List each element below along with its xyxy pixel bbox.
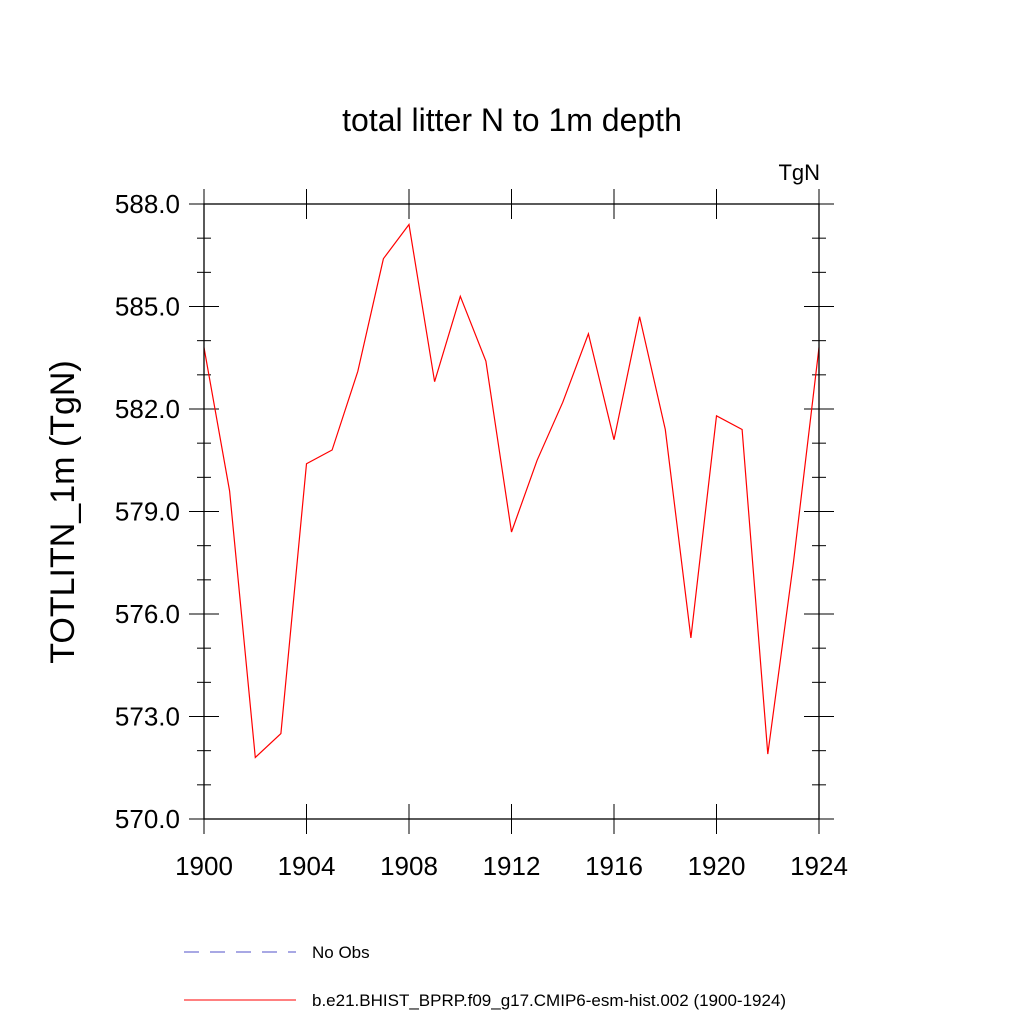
y-tick-label: 585.0 bbox=[115, 292, 180, 322]
x-tick-label: 1916 bbox=[585, 851, 643, 881]
x-tick-label: 1904 bbox=[278, 851, 336, 881]
y-axis-label: TOTLITN_1m (TgN) bbox=[44, 360, 82, 664]
y-tick-label: 588.0 bbox=[115, 189, 180, 219]
y-tick-label: 579.0 bbox=[115, 497, 180, 527]
legend-label: b.e21.BHIST_BPRP.f09_g17.CMIP6-esm-hist.… bbox=[312, 991, 786, 1010]
x-tick-label: 1900 bbox=[175, 851, 233, 881]
legend-label: No Obs bbox=[312, 943, 370, 962]
x-tick-label: 1908 bbox=[380, 851, 438, 881]
plot-frame bbox=[203, 203, 820, 820]
y-tick-label: 582.0 bbox=[115, 394, 180, 424]
chart-title: total litter N to 1m depth bbox=[342, 102, 682, 138]
x-tick-label: 1920 bbox=[688, 851, 746, 881]
series-line bbox=[203, 223, 820, 759]
units-label: TgN bbox=[778, 160, 820, 185]
y-tick-label: 573.0 bbox=[115, 702, 180, 732]
x-tick-label: 1924 bbox=[790, 851, 848, 881]
y-tick-label: 570.0 bbox=[115, 804, 180, 834]
y-tick-label: 576.0 bbox=[115, 599, 180, 629]
x-tick-label: 1912 bbox=[483, 851, 541, 881]
